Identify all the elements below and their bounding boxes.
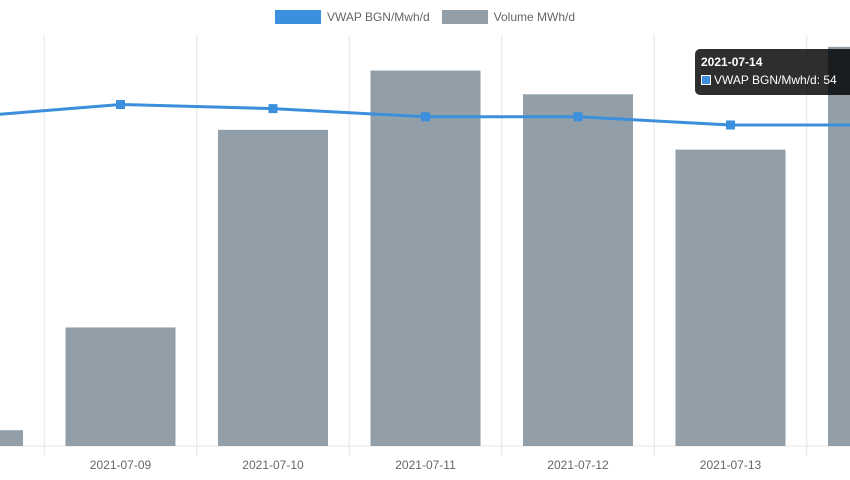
- chart-tooltip: 2021-07-14 VWAP BGN/Mwh/d: 54: [695, 49, 850, 95]
- volume-bar: [218, 129, 328, 446]
- legend-item-volume[interactable]: Volume MWh/d: [441, 10, 576, 24]
- tooltip-value: VWAP BGN/Mwh/d: 54: [714, 73, 837, 87]
- volume-bar: [828, 46, 850, 446]
- x-tick-label: 2021-07-09: [90, 458, 152, 472]
- legend-label-volume: Volume MWh/d: [493, 10, 576, 24]
- x-tick-label: 2021-07-11: [395, 458, 456, 472]
- volume-bar: [0, 430, 23, 446]
- volume-bar: [65, 327, 176, 446]
- tooltip-title: 2021-07-14: [701, 55, 763, 69]
- chart-legend: VWAP BGN/Mwh/d Volume MWh/d: [0, 8, 850, 26]
- vwap-point: [573, 112, 583, 122]
- x-tick-label: 2021-07-10: [242, 458, 304, 472]
- legend-label-vwap: VWAP BGN/Mwh/d: [326, 10, 430, 24]
- vwap-point: [421, 112, 430, 122]
- vwap-point: [726, 120, 735, 130]
- vwap-point: [116, 100, 125, 110]
- volume-bar: [523, 94, 633, 447]
- legend-item-vwap[interactable]: VWAP BGN/Mwh/d: [274, 10, 430, 24]
- vwap-point: [268, 104, 278, 114]
- tooltip-row: VWAP BGN/Mwh/d: 54: [701, 73, 850, 87]
- x-tick-label: 2021-07-13: [700, 458, 762, 472]
- legend-swatch-vwap: [274, 10, 321, 24]
- x-tick-label: 2021-07-12: [547, 458, 609, 472]
- volume-bar: [675, 149, 786, 446]
- tooltip-swatch-vwap: [701, 75, 711, 85]
- legend-swatch-volume: [441, 10, 488, 24]
- volume-bar: [370, 70, 481, 446]
